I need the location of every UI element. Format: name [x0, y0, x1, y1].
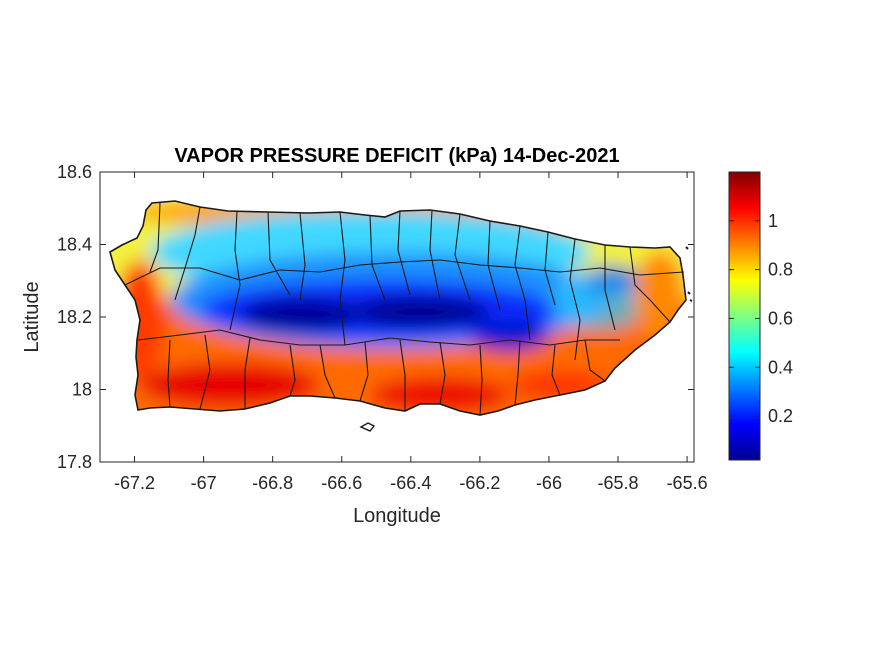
x-tick-label: -67: [191, 473, 217, 493]
x-axis-label: Longitude: [353, 505, 441, 527]
boundary-line: [569, 238, 581, 361]
boundary-line: [369, 214, 386, 301]
boundary-line: [439, 341, 446, 405]
boundary-line: [514, 225, 531, 341]
boundary-line: [229, 210, 241, 331]
y-tick-label: 18.4: [57, 235, 92, 255]
boundary-line: [319, 344, 336, 399]
island-culebra-dots: [685, 246, 693, 302]
colorbar: 0.2 0.4 0.6 0.8 1: [728, 171, 793, 461]
x-tick-label: -65.8: [598, 473, 639, 493]
boundary-line: [629, 246, 671, 323]
x-tick-label: -66.2: [459, 473, 500, 493]
municipal-boundaries: [109, 200, 693, 432]
boundary-line: [479, 344, 483, 416]
x-axis: -67.2 -67 -66.8 -66.6 -66.4 -66.2 -66 -65.8 -65.…: [114, 172, 708, 493]
boundary-line: [339, 211, 346, 346]
x-tick-label: -65.6: [667, 473, 708, 493]
boundary-line: [359, 341, 369, 402]
heatmap-field: [110, 201, 686, 415]
boundary-line: [289, 344, 296, 397]
colorbar-tick-label: 0.2: [768, 406, 793, 426]
boundary-line: [299, 212, 306, 301]
boundary-line: [397, 210, 411, 296]
boundary-line: [604, 245, 616, 331]
boundary-line: [174, 206, 201, 301]
x-tick-label: -67.2: [114, 473, 155, 493]
y-tick-label: 18.2: [57, 307, 92, 327]
x-tick-label: -66.8: [252, 473, 293, 493]
boundary-line: [149, 202, 161, 273]
colorbar-ticks: 0.2 0.4 0.6 0.8 1: [729, 211, 793, 426]
boundary-line: [454, 213, 471, 301]
boundary-line: [551, 344, 561, 396]
colorbar-tick-label: 0.8: [768, 260, 793, 280]
boundary-line: [167, 339, 171, 408]
heat-core-west: [240, 297, 360, 333]
boundary-line: [429, 209, 441, 301]
island-vieques: [359, 422, 376, 432]
y-tick-label: 18.6: [57, 162, 92, 182]
y-tick-label: 17.8: [57, 452, 92, 472]
heat-core-center: [350, 296, 490, 328]
boundary-line: [124, 259, 685, 286]
x-tick-label: -66.4: [390, 473, 431, 493]
colorbar-tick-label: 0.6: [768, 308, 793, 328]
x-tick-label: -66: [536, 473, 562, 493]
boundary-line: [244, 337, 251, 409]
heat-southwest-red: [140, 363, 320, 407]
chart-title: VAPOR PRESSURE DEFICIT (kPa) 14-Dec-2021: [174, 145, 619, 167]
heat-core-east: [470, 319, 550, 351]
y-axis: 17.8 18 18.2 18.4 18.6: [57, 162, 694, 472]
boundary-line: [399, 339, 406, 411]
x-tick-label: -66.6: [321, 473, 362, 493]
boundary-line: [199, 334, 211, 410]
colorbar-tick-label: 1: [768, 211, 778, 231]
boundary-line: [514, 339, 521, 406]
heat-east-orange: [635, 250, 685, 340]
boundary-line: [584, 339, 606, 382]
colorbar-tick-label: 0.4: [768, 357, 793, 377]
boundary-line: [267, 211, 291, 296]
colorbar-gradient: [728, 171, 761, 461]
boundary-line: [137, 329, 620, 346]
heat-south-red: [370, 377, 510, 413]
heat-northeast-cyan: [550, 270, 650, 330]
y-axis-label: Latitude: [21, 281, 43, 352]
boundary-line: [487, 220, 501, 311]
y-tick-label: 18: [72, 380, 92, 400]
